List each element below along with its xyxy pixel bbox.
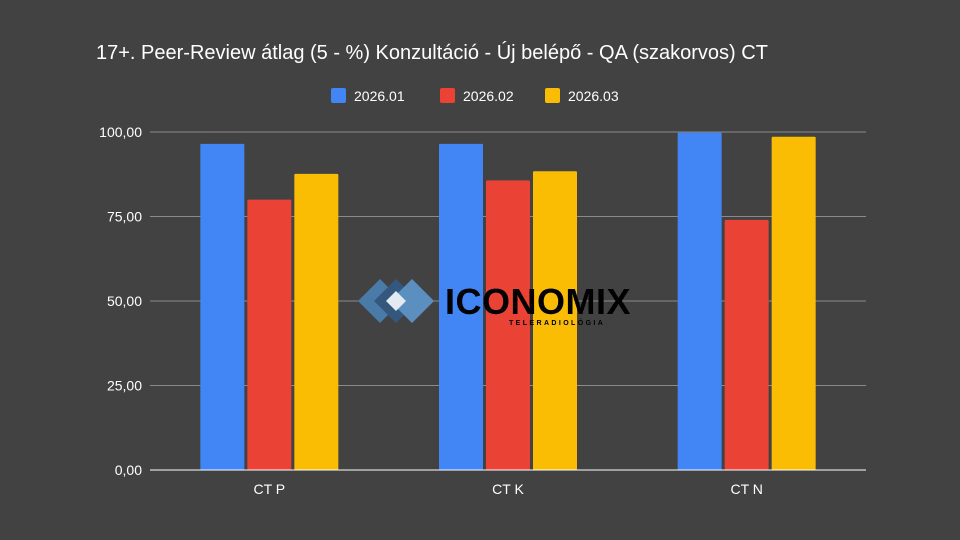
iconomix-logo-wordmark: ICONOMIX: [445, 281, 631, 322]
iconomix-logo-subtitle: TELERADIOLÓGIA: [509, 318, 605, 327]
legend-swatch-2026.03: [545, 88, 560, 103]
y-tick-label: 100,00: [99, 124, 142, 140]
legend-swatch-2026.02: [440, 88, 455, 103]
chart-title: 17+. Peer-Review átlag (5 - %) Konzultác…: [96, 42, 768, 64]
iconomix-logo-mark: [358, 279, 434, 323]
legend-label: 2026.02: [463, 88, 514, 104]
bar-ct-n-2026.01: [677, 132, 722, 470]
bar-ct-k-2026.02: [486, 180, 530, 471]
legend-label: 2026.03: [568, 88, 619, 104]
bar-ct-k-2026.01: [439, 143, 483, 470]
y-axis-ticks: 0,00 25,00 50,00 75,00 100,00: [99, 124, 142, 478]
y-tick-label: 50,00: [107, 293, 142, 309]
y-tick-label: 0,00: [115, 462, 142, 478]
y-tick-label: 25,00: [107, 378, 142, 394]
iconomix-logo: ICONOMIX TELERADIOLÓGIA: [358, 279, 631, 327]
legend-swatch-2026.01: [331, 88, 346, 103]
x-category-label: CT K: [492, 481, 524, 497]
bar-ct-p-2026.01: [200, 143, 245, 470]
legend: 2026.01 2026.02 2026.03: [331, 88, 619, 104]
x-axis-labels: CT P CT K CT N: [254, 481, 763, 497]
bar-ct-p-2026.03: [294, 173, 339, 471]
legend-label: 2026.01: [354, 88, 405, 104]
bar-ct-p-2026.02: [247, 199, 292, 470]
bar-ct-n-2026.02: [724, 219, 769, 470]
bars: [200, 132, 816, 471]
bar-ct-k-2026.03: [533, 171, 577, 470]
x-category-label: CT P: [254, 481, 286, 497]
bar-ct-n-2026.03: [771, 136, 816, 470]
y-tick-label: 75,00: [107, 209, 142, 225]
x-category-label: CT N: [730, 481, 762, 497]
